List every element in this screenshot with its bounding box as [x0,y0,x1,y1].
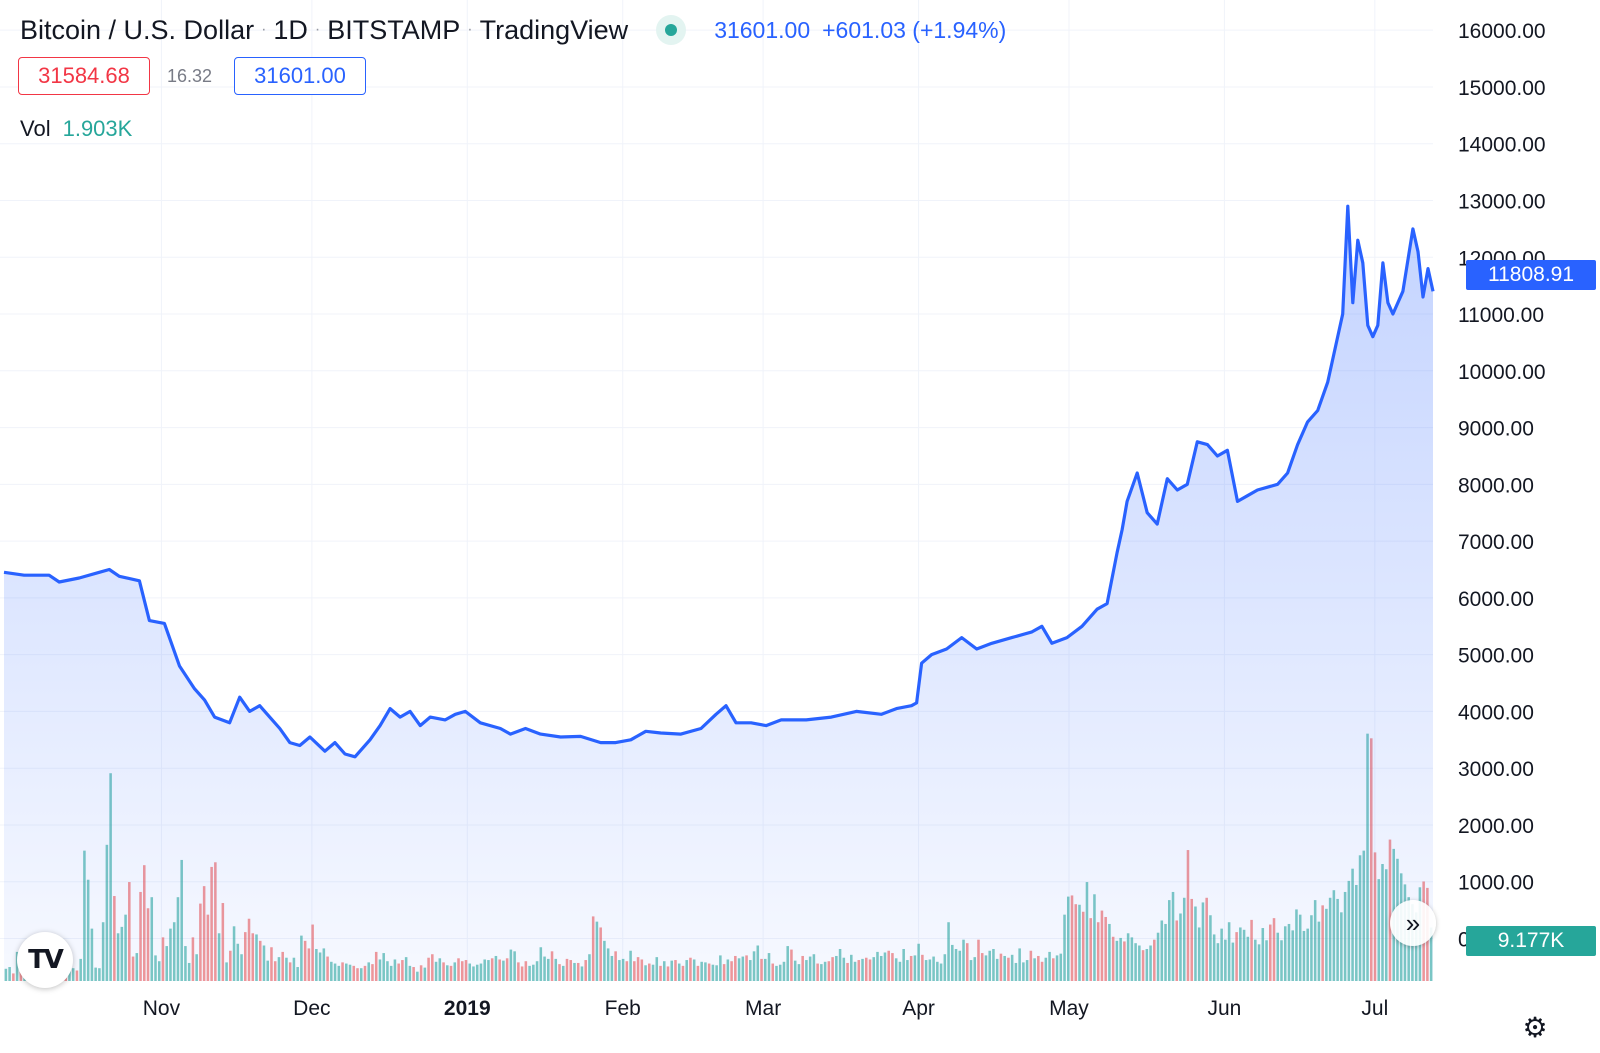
current-volume-badge: 9.177K [1466,926,1596,956]
time-tick-label: Feb [605,997,641,1020]
price-tick-label: 15000.00 [1458,77,1546,100]
current-price-badge: 11808.91 [1466,260,1596,290]
time-tick-label: Apr [902,997,935,1020]
price-tick-label: 4000.00 [1458,701,1534,724]
price-tick-label: 2000.00 [1458,815,1534,838]
chart-header: Bitcoin / U.S. Dollar · 1D · BITSTAMP · … [20,14,1007,45]
volume-legend: Vol 1.903K [20,116,132,142]
tradingview-logo-icon[interactable]: TV [17,932,73,988]
last-price: 31601.00 [714,16,811,43]
time-tick-label: 2019 [444,997,491,1020]
source-label: TradingView [479,14,629,45]
buy-price-button[interactable]: 31601.00 [234,57,366,95]
interval-label[interactable]: 1D [273,14,308,45]
price-tick-label: 10000.00 [1458,361,1546,384]
time-tick-label: Jun [1207,997,1241,1020]
chevron-double-right-icon[interactable]: » [1390,900,1436,946]
exchange-label: BITSTAMP [327,14,461,45]
time-tick-label: Nov [143,997,181,1020]
price-change: +601.03 (+1.94%) [822,16,1007,43]
price-tick-label: 8000.00 [1458,474,1534,497]
symbol-name[interactable]: Bitcoin / U.S. Dollar [20,14,255,45]
volume-value: 1.903K [62,116,133,141]
price-tick-label: 13000.00 [1458,190,1546,213]
price-tick-label: 11000.00 [1458,304,1544,327]
price-tick-label: 14000.00 [1458,134,1546,157]
price-area [4,206,1433,981]
price-tick-label: 9000.00 [1458,418,1534,441]
time-tick-label: May [1049,997,1089,1020]
gear-icon[interactable]: ⚙ [1522,1010,1548,1044]
time-tick-label: Jul [1361,997,1388,1020]
price-tick-label: 1000.00 [1458,872,1534,895]
price-line [3,204,1435,759]
sell-price-button[interactable]: 31584.68 [18,57,150,95]
time-axis: Nov Dec 2019 Feb Mar Apr May Jun Jul [143,997,1389,1020]
price-tick-label: 16000.00 [1458,20,1546,43]
price-tick-label: 7000.00 [1458,531,1534,554]
time-tick-label: Dec [293,997,330,1020]
price-tick-label: 6000.00 [1458,588,1534,611]
volume-label: Vol [20,116,51,141]
price-tick-label: 3000.00 [1458,758,1534,781]
price-axis: 0.001000.002000.003000.004000.005000.006… [1458,20,1546,951]
time-tick-label: Mar [745,997,781,1020]
market-status-icon[interactable] [656,15,687,45]
price-tick-label: 5000.00 [1458,645,1534,668]
spread-value: 16.32 [167,66,213,86]
